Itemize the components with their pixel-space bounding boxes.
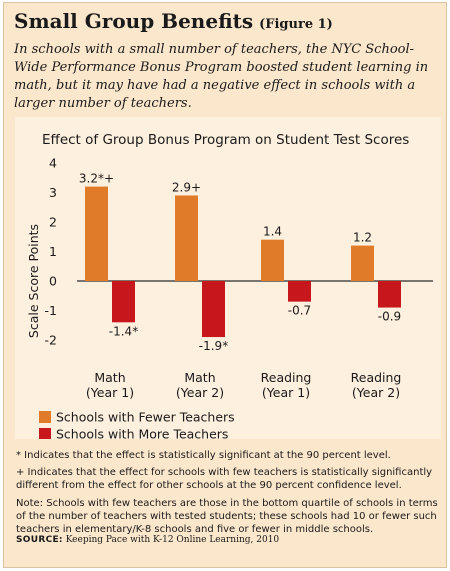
legend-label: Schools with Fewer Teachers <box>56 410 235 425</box>
x-tick-label: (Year 1) <box>262 385 310 400</box>
y-tick-label: 4 <box>49 156 57 171</box>
x-tick-label: (Year 2) <box>176 385 224 400</box>
footnote-note: Note: Schools with few teachers are thos… <box>16 498 438 535</box>
y-axis-label: Scale Score Points <box>26 224 41 338</box>
legend-swatch-fewer <box>39 411 51 423</box>
figure-card: Small Group Benefits (Figure 1) In school… <box>3 2 447 568</box>
x-tick-label: Reading <box>261 370 312 385</box>
source-line: SOURCE: Keeping Pace with K-12 Online Le… <box>16 535 440 545</box>
source-label: SOURCE: <box>16 535 63 545</box>
bar-fewer-teachers <box>175 195 198 281</box>
y-tick-label: 3 <box>49 185 57 200</box>
x-tick-label: (Year 1) <box>86 385 134 400</box>
bar-chart: Effect of Group Bonus Program on Student… <box>26 132 433 442</box>
y-tick-label: -2 <box>45 333 57 348</box>
data-label: 3.2*+ <box>79 172 114 186</box>
bar-more-teachers <box>378 281 401 308</box>
bar-fewer-teachers <box>85 186 108 281</box>
data-label: -1.9* <box>199 339 228 353</box>
title-text: Small Group Benefits <box>14 9 254 33</box>
source-text: Keeping Pace with K-12 Online Learning, … <box>65 535 280 545</box>
data-label: 1.4 <box>263 225 282 239</box>
bar-more-teachers <box>202 281 225 338</box>
data-label: -0.9 <box>378 310 401 324</box>
data-label: 2.9+ <box>172 180 201 194</box>
x-tick-label: (Year 2) <box>352 385 400 400</box>
legend-label: Schools with More Teachers <box>56 427 228 440</box>
figure-label: (Figure 1) <box>259 17 333 32</box>
bar-more-teachers <box>112 281 135 323</box>
legend-swatch-more <box>39 428 51 440</box>
y-tick-label: -1 <box>45 303 57 318</box>
x-tick-label: Reading <box>351 370 402 385</box>
figure-title: Small Group Benefits (Figure 1) <box>14 9 333 33</box>
y-tick-label: 1 <box>49 244 57 259</box>
bar-fewer-teachers <box>351 245 374 281</box>
data-label: -0.7 <box>288 304 311 318</box>
bar-fewer-teachers <box>261 239 284 281</box>
bar-more-teachers <box>288 281 311 302</box>
x-tick-label: Math <box>94 370 125 385</box>
footnote-difference: + Indicates that the effect for schools … <box>16 467 433 491</box>
chart-title: Effect of Group Bonus Program on Student… <box>42 132 409 148</box>
data-label: 1.2 <box>353 231 372 245</box>
y-tick-label: 2 <box>49 215 57 230</box>
figure-subtitle: In schools with a small number of teache… <box>14 42 429 111</box>
x-tick-label: Math <box>184 370 215 385</box>
y-tick-label: 0 <box>49 274 57 289</box>
footnote-significance: * Indicates that the effect is statistic… <box>16 450 391 461</box>
chart-panel: Effect of Group Bonus Program on Student… <box>15 117 441 442</box>
data-label: -1.4* <box>109 324 138 338</box>
